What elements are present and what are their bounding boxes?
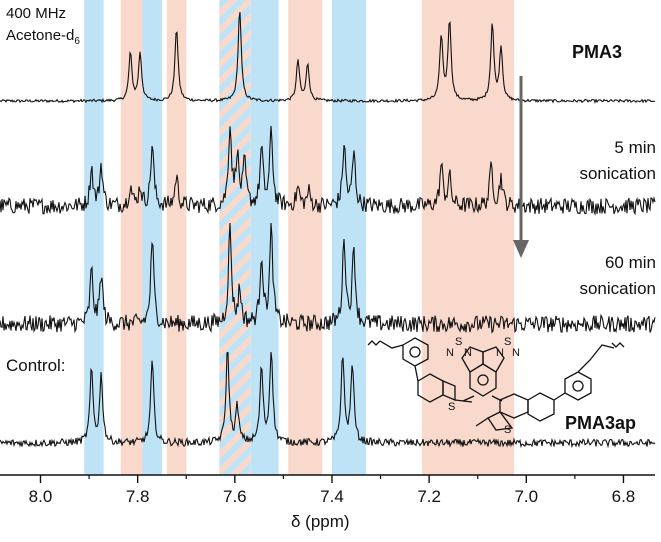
- x-tick-label-4: 7.2: [417, 487, 441, 506]
- svg-text:N: N: [446, 347, 454, 359]
- svg-text:S: S: [455, 336, 462, 348]
- highlight-band-7: [331, 0, 366, 475]
- series-label-5min: 5 min sonication: [579, 138, 656, 183]
- svg-text:N: N: [512, 347, 520, 359]
- solvent-label: Acetone-d6: [6, 27, 80, 48]
- pma3ap-atom-labels: S N N S N N S S: [446, 336, 520, 436]
- svg-text:N: N: [464, 347, 472, 359]
- series-label-60min: 60 min sonication: [579, 253, 656, 298]
- x-tick-label-2: 7.6: [223, 487, 247, 506]
- spectrum-line-3: [0, 351, 656, 449]
- svg-text:S: S: [448, 401, 455, 413]
- x-tick-label-0: 8.0: [29, 487, 53, 506]
- spectrum-line-0: [0, 12, 656, 104]
- spectrum-line-2: [0, 222, 656, 334]
- highlight-bands: [84, 0, 515, 475]
- svg-text:N: N: [496, 347, 504, 359]
- x-tick-label-1: 7.8: [126, 487, 150, 506]
- highlight-band-3: [166, 0, 187, 475]
- highlight-band-5: [250, 0, 279, 475]
- highlight-band-6: [288, 0, 323, 475]
- x-axis: 8.0 7.8 7.6 7.4 7.2 7.0 6.8: [0, 474, 655, 506]
- series-label-pma3: PMA3: [572, 42, 623, 62]
- spectra-group: [0, 12, 656, 449]
- x-tick-label-6: 6.8: [612, 487, 636, 506]
- svg-text:S: S: [504, 424, 511, 436]
- spectrum-line-1: [0, 125, 656, 216]
- highlight-band-2: [142, 0, 162, 475]
- compound-label-pma3ap: PMA3ap: [565, 413, 637, 433]
- time-arrow: [513, 76, 529, 258]
- highlight-band-1: [120, 0, 143, 475]
- svg-text:S: S: [504, 336, 511, 348]
- x-axis-label: δ (ppm): [291, 512, 350, 531]
- spectrometer-label: 400 MHz: [6, 5, 67, 22]
- series-label-control: Control:: [6, 356, 66, 375]
- x-tick-label-3: 7.4: [320, 487, 344, 506]
- pma3ap-structure: [367, 337, 625, 431]
- x-tick-label-5: 7.0: [514, 487, 538, 506]
- highlight-band-8: [421, 0, 515, 475]
- highlight-band-0: [84, 0, 104, 475]
- highlight-band-4: [219, 0, 251, 475]
